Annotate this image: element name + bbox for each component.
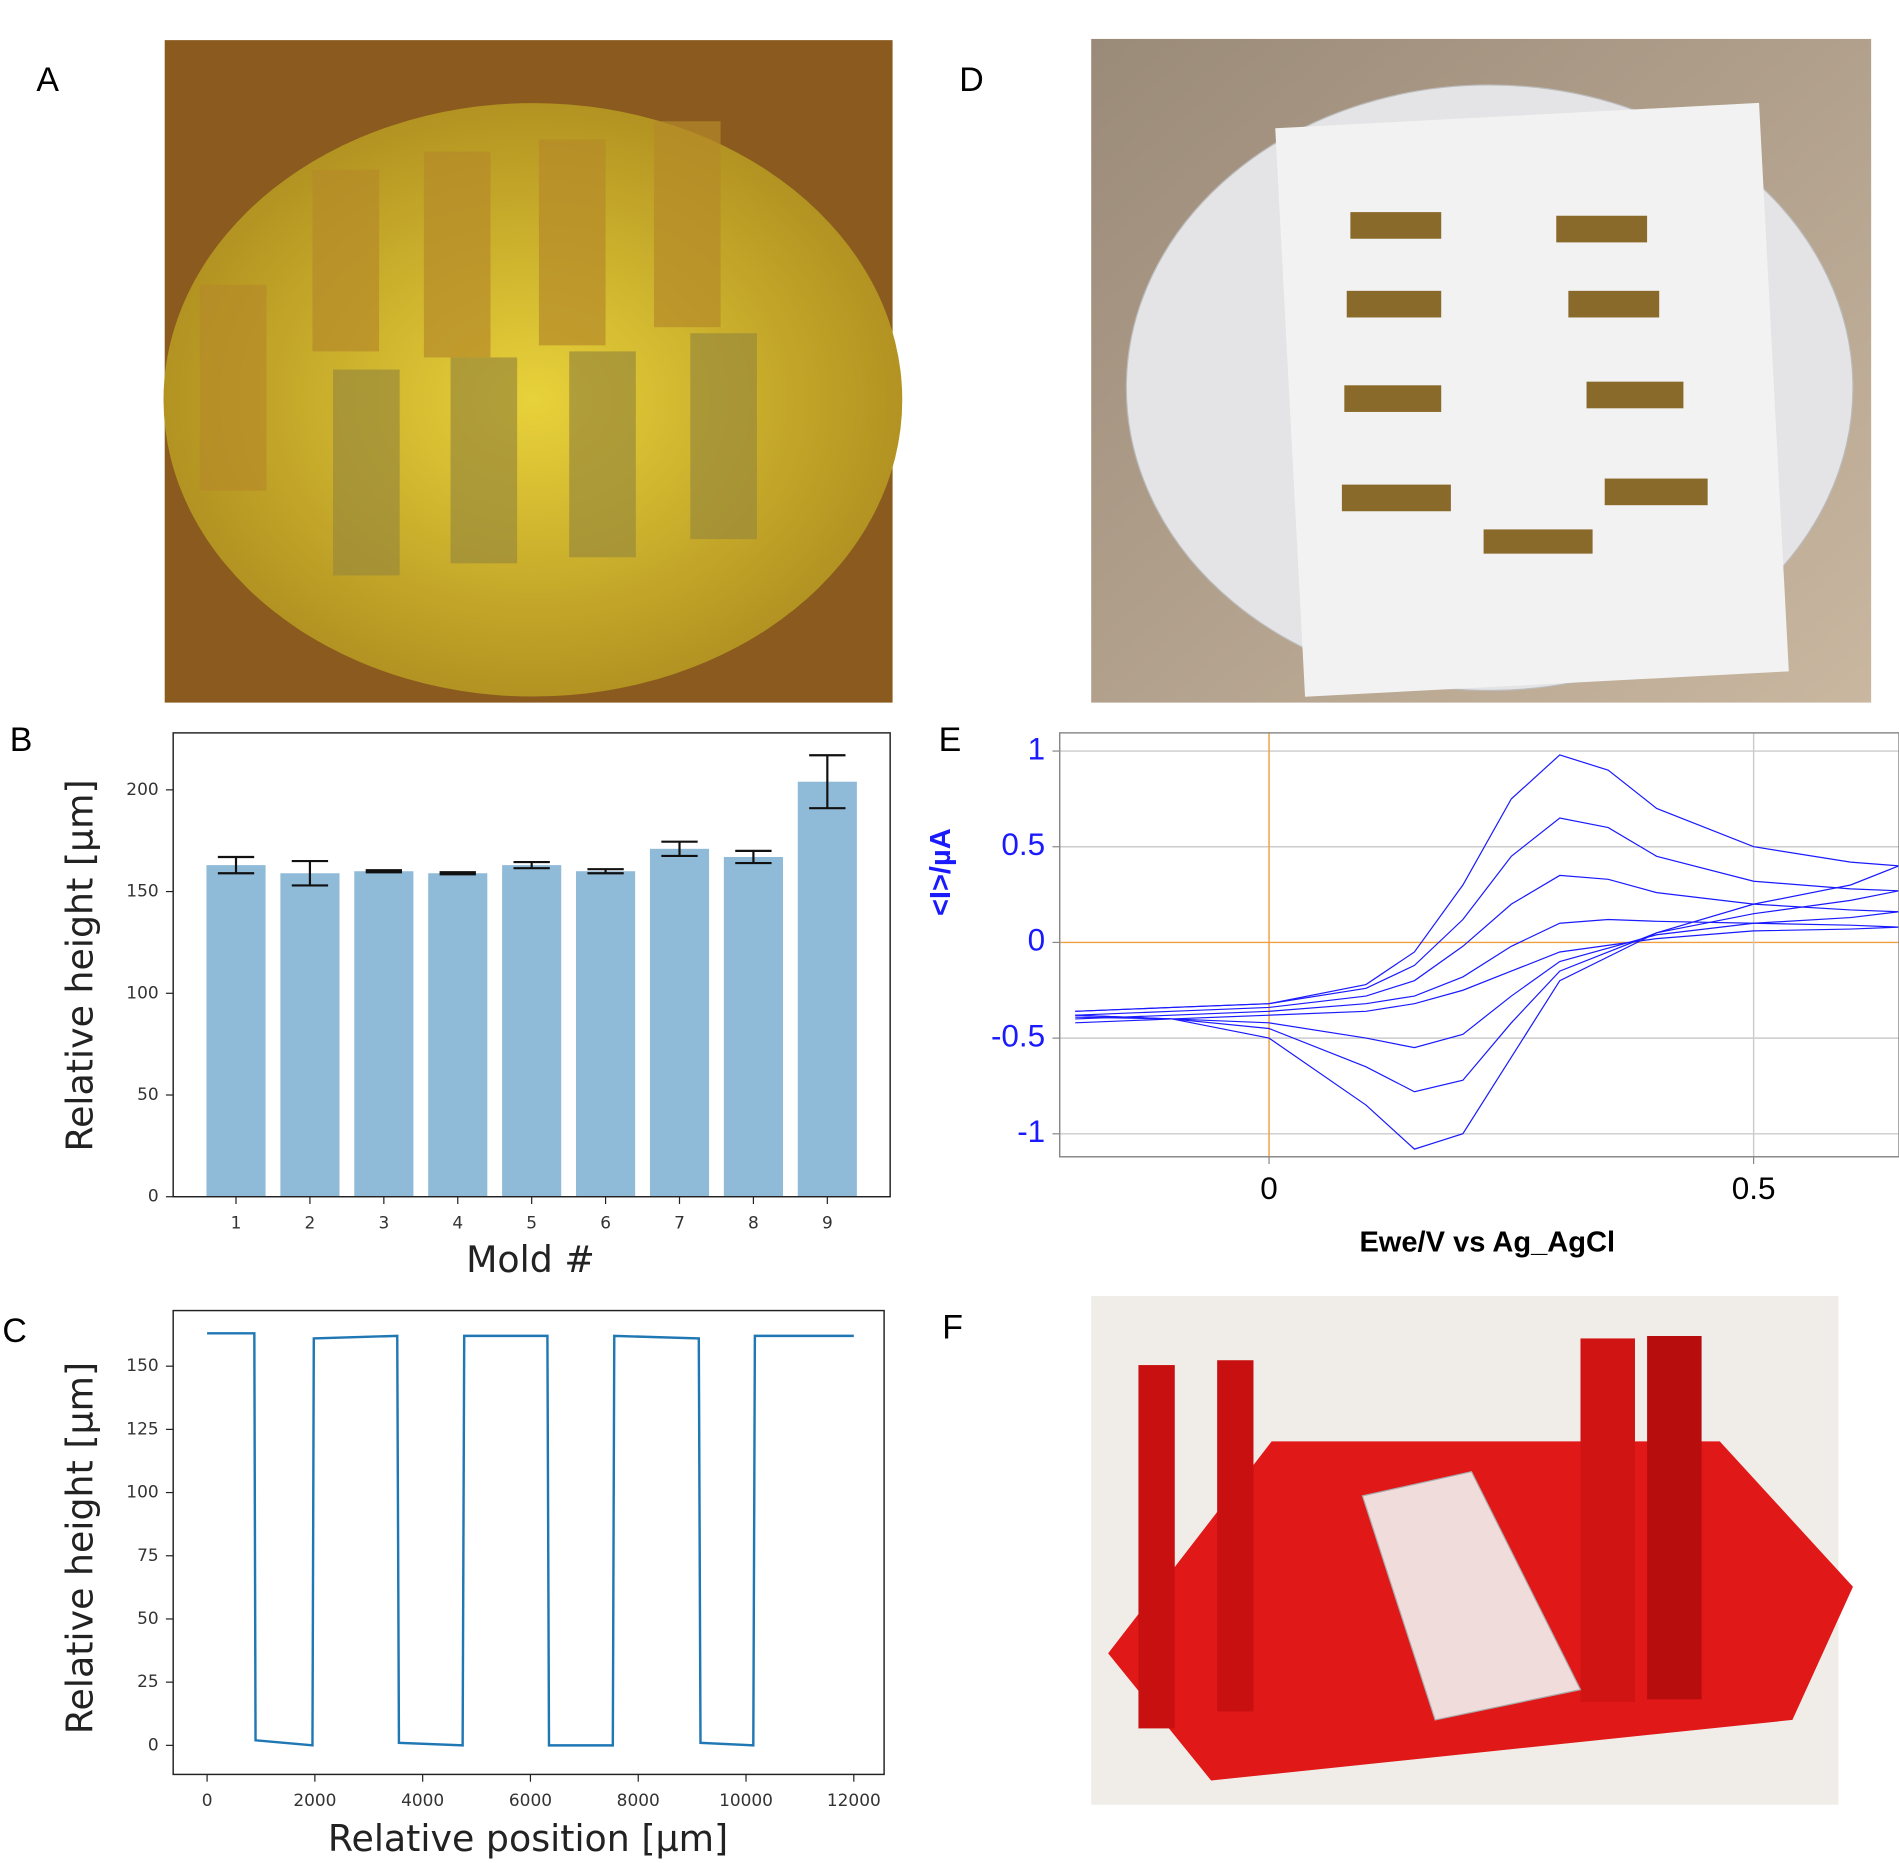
y-tick-label: 0.5 — [1001, 827, 1045, 862]
photo-f — [1091, 1296, 1853, 1805]
x-tick-label: 12000 — [827, 1790, 881, 1810]
data-line — [1075, 818, 1899, 1092]
x-tick-label: 7 — [674, 1212, 685, 1232]
x-tick-label: 8000 — [617, 1790, 660, 1810]
panel-label: F — [942, 1308, 963, 1346]
bar — [724, 857, 783, 1197]
panel-label: A — [36, 61, 59, 99]
error-bar — [366, 870, 402, 872]
panel-label: C — [2, 1312, 27, 1350]
y-tick-label: 100 — [126, 982, 158, 1002]
y-tick-label: 0 — [148, 1186, 159, 1206]
plot-frame — [173, 1311, 884, 1775]
bar — [650, 849, 709, 1197]
x-axis-label: Mold # — [466, 1238, 595, 1281]
x-tick-label: 1 — [231, 1212, 242, 1232]
plot-frame — [1060, 733, 1899, 1157]
y-tick-label: 25 — [137, 1671, 159, 1691]
y-tick-label: 50 — [137, 1608, 159, 1628]
figure: A B C D E F 050100150200123456789Mold #R… — [0, 0, 1899, 1863]
photo-d — [1091, 39, 1871, 703]
bar — [576, 871, 635, 1197]
y-tick-label: 100 — [126, 1482, 158, 1502]
bar — [206, 865, 265, 1197]
x-tick-label: 3 — [378, 1212, 389, 1232]
y-tick-label: 150 — [126, 1355, 158, 1375]
y-tick-label: 0 — [148, 1734, 159, 1754]
y-tick-label: 0 — [1028, 923, 1046, 958]
data-line — [1075, 755, 1899, 1149]
y-tick-label: 200 — [126, 779, 158, 799]
x-tick-label: 9 — [822, 1212, 833, 1232]
x-tick-label: 8 — [748, 1212, 759, 1232]
panel-label: D — [959, 61, 984, 99]
bar — [502, 865, 561, 1197]
photo-a — [163, 40, 902, 702]
y-axis-label: Relative height [µm] — [58, 1362, 101, 1734]
x-tick-label: 6 — [600, 1212, 611, 1232]
x-tick-label: 0 — [1260, 1171, 1278, 1206]
x-tick-label: 5 — [526, 1212, 537, 1232]
y-tick-label: 1 — [1028, 731, 1046, 766]
error-bar — [587, 869, 623, 873]
x-axis-label: Relative position [µm] — [328, 1817, 728, 1860]
x-tick-label: 0.5 — [1732, 1171, 1776, 1206]
bar — [798, 782, 857, 1197]
x-tick-label: 2 — [305, 1212, 316, 1232]
y-tick-label: 150 — [126, 881, 158, 901]
y-tick-label: 75 — [137, 1545, 159, 1565]
y-tick-label: -1 — [1017, 1114, 1045, 1149]
x-tick-label: 4 — [452, 1212, 463, 1232]
data-line — [1075, 920, 1899, 1023]
bar — [428, 873, 487, 1196]
error-bar — [440, 872, 476, 874]
y-tick-label: -0.5 — [991, 1018, 1045, 1053]
panel-label: B — [10, 721, 33, 759]
y-axis-label: <I>/µA — [925, 828, 957, 916]
bar — [354, 871, 413, 1197]
error-bar — [514, 862, 550, 868]
panel-label: E — [939, 721, 962, 759]
x-tick-label: 4000 — [401, 1790, 444, 1810]
y-tick-label: 50 — [137, 1084, 159, 1104]
y-tick-label: 125 — [126, 1418, 158, 1438]
y-axis-label: Relative height [µm] — [58, 779, 101, 1151]
x-tick-label: 0 — [202, 1790, 213, 1810]
data-line — [207, 1333, 854, 1745]
x-tick-label: 2000 — [293, 1790, 336, 1810]
bar — [280, 873, 339, 1196]
x-axis-label: Ewe/V vs Ag_AgCl — [1359, 1227, 1615, 1259]
x-tick-label: 6000 — [509, 1790, 552, 1810]
x-tick-label: 10000 — [719, 1790, 773, 1810]
